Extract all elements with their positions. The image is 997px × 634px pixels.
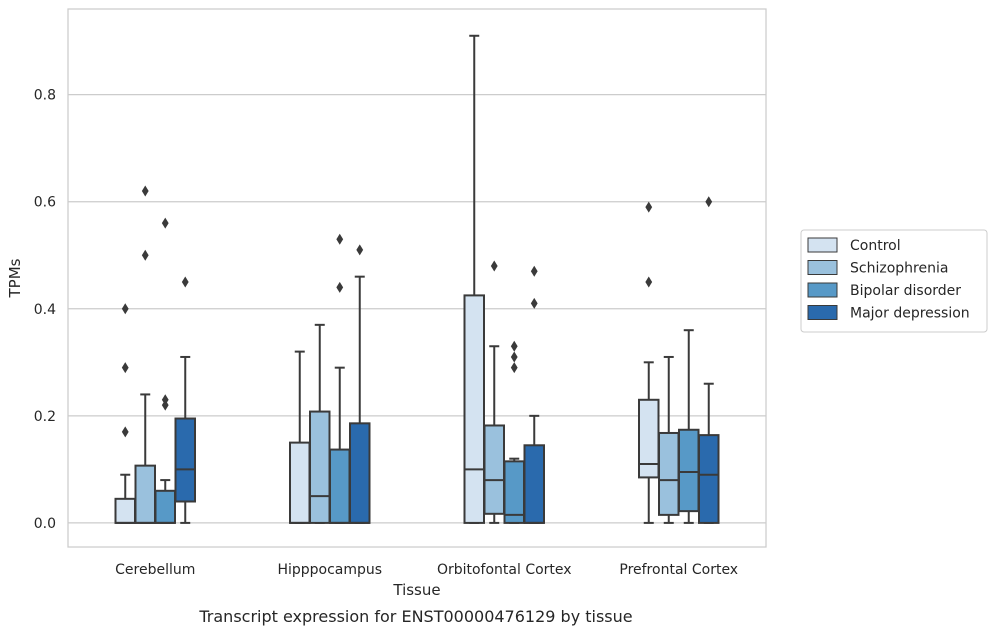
y-tick-label: 0.4 [34, 302, 56, 318]
box-body [290, 443, 310, 523]
y-tick-label: 0.6 [34, 195, 56, 211]
y-tick-label: 0.0 [34, 516, 56, 532]
box-plot-chart: 0.0 0.2 0.4 0.6 0.8 Cerebellum Hipppocampus Or… [0, 0, 997, 634]
box [505, 341, 525, 523]
legend-label: Control [850, 238, 901, 254]
box [699, 196, 719, 523]
x-tick-label: Hipppocampus [277, 562, 382, 578]
x-axis-label: Tissue [392, 581, 440, 599]
outlier-marker [336, 282, 343, 293]
y-axis-label: TPMs [6, 258, 24, 298]
outlier-marker [705, 196, 712, 207]
legend-swatch [808, 306, 837, 320]
figure-caption: Transcript expression for ENST0000047612… [198, 607, 632, 626]
legend: Control Schizophrenia Bipolar disorder Majo… [801, 230, 987, 332]
y-tick-label: 0.2 [34, 409, 56, 425]
outlier-marker [162, 218, 169, 229]
outlier-marker [122, 362, 129, 373]
outlier-marker [122, 303, 129, 314]
outlier-marker [491, 260, 498, 271]
outlier-marker [336, 234, 343, 245]
x-tick-labels: Cerebellum Hipppocampus Orbitofontal Corte… [115, 562, 738, 578]
box-body [505, 461, 525, 523]
box-body [176, 419, 196, 502]
box [465, 36, 485, 523]
y-tick-labels: 0.0 0.2 0.4 0.6 0.8 [34, 88, 56, 532]
legend-swatch [808, 238, 837, 252]
box [136, 186, 156, 523]
box-body [525, 445, 545, 523]
outlier-marker [142, 250, 149, 261]
outlier-marker [142, 186, 149, 197]
box-body [330, 450, 350, 523]
legend-swatch [808, 283, 837, 297]
outlier-marker [645, 277, 652, 288]
box-body [699, 435, 719, 523]
box [176, 277, 196, 523]
box [330, 234, 350, 523]
box-body [156, 491, 176, 523]
outlier-marker [182, 277, 189, 288]
box [116, 303, 136, 523]
box-body [639, 400, 659, 478]
box [350, 244, 370, 523]
legend-label: Bipolar disorder [850, 283, 961, 299]
outlier-marker [531, 266, 538, 277]
outlier-marker [356, 244, 363, 255]
outlier-marker [511, 362, 518, 373]
box-body [485, 425, 505, 513]
box [639, 202, 659, 523]
box-body [350, 423, 370, 523]
box [156, 218, 176, 523]
x-tick-label: Prefrontal Cortex [619, 562, 738, 578]
outlier-marker [511, 351, 518, 362]
legend-label: Schizophrenia [850, 261, 948, 277]
outlier-marker [511, 341, 518, 352]
box-body [310, 412, 330, 523]
box [310, 325, 330, 523]
box [525, 266, 545, 523]
box [679, 330, 699, 523]
outlier-marker [531, 298, 538, 309]
x-tick-label: Orbitofontal Cortex [437, 562, 572, 578]
outlier-marker [645, 202, 652, 213]
box-body [679, 430, 699, 511]
box [290, 352, 310, 523]
legend-label: Major depression [850, 306, 970, 322]
box-body [136, 466, 156, 523]
box [659, 357, 679, 523]
outlier-marker [122, 426, 129, 437]
box-body [465, 295, 485, 523]
box-body [659, 433, 679, 515]
box-body [116, 499, 136, 523]
box [485, 260, 505, 522]
x-tick-label: Cerebellum [115, 562, 195, 578]
box-plot-area [116, 36, 719, 523]
y-tick-label: 0.8 [34, 88, 56, 104]
legend-swatch [808, 261, 837, 275]
